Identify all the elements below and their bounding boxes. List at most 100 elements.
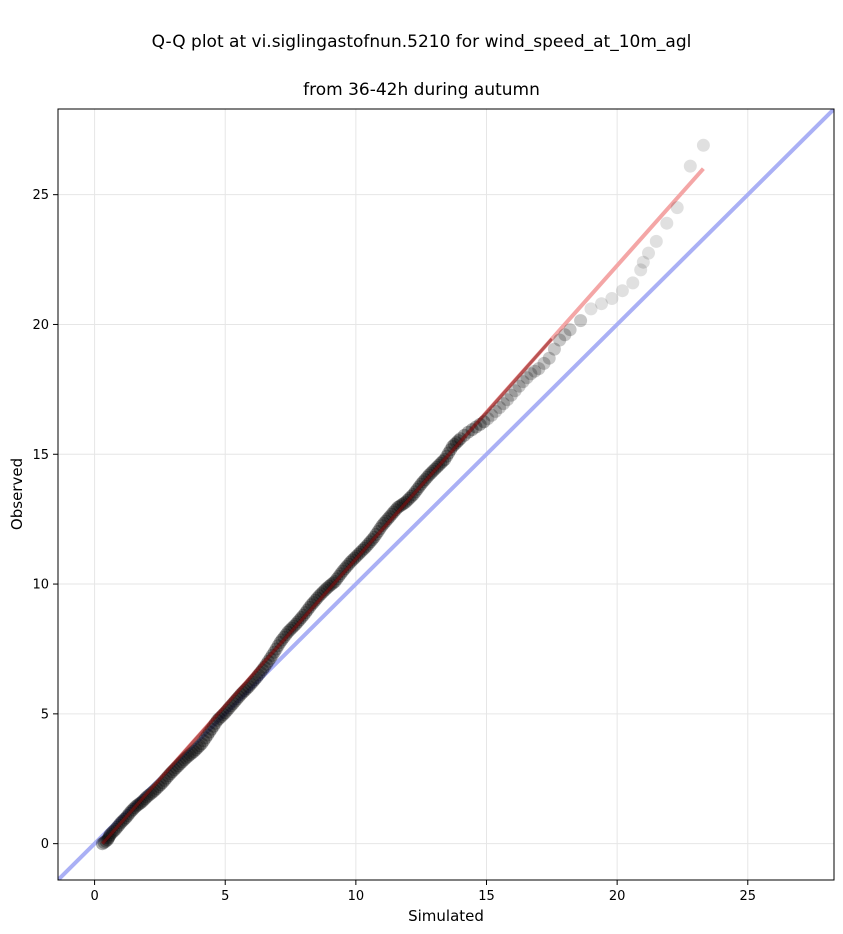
qq-point [524,367,538,381]
qq-point [451,434,465,448]
y-tick-label: 25 [32,188,49,203]
y-tick-label: 20 [32,318,49,333]
x-tick-label: 20 [609,889,626,904]
x-tick-label: 10 [348,889,365,904]
qq-point [532,362,546,376]
qq-point [140,790,154,804]
qq-point [636,255,650,269]
chart-title: Q-Q plot at vi.siglingastofnun.5210 for … [0,6,843,126]
qq-point [595,297,608,311]
qq-point [381,512,395,526]
qq-point [391,501,405,514]
qq-point [314,587,328,601]
qq-point [197,734,211,748]
qq-point [312,589,326,603]
qq-point [318,583,332,597]
qq-point [537,356,551,370]
qq-point [512,379,526,393]
x-tick-label: 0 [90,889,98,904]
qq-point [448,438,461,451]
qq-point [261,654,275,668]
qq-point [626,276,640,290]
qq-point [301,603,314,617]
qq-point [191,741,205,755]
qq-point [660,216,674,230]
identity-line [58,109,834,880]
qq-point [340,560,354,573]
qq-point [283,623,297,637]
qq-point [383,510,397,524]
qq-point [193,739,207,753]
qq-point [453,432,467,446]
qq-point [493,401,507,414]
plot-area [58,109,834,880]
qq-point [144,787,158,801]
qq-point [683,159,697,173]
qq-point [185,746,199,760]
qq-point [504,388,518,402]
qq-point [508,384,522,398]
qq-point [584,302,598,316]
qq-point [387,505,401,519]
y-tick-label: 15 [32,448,49,463]
qq-point [322,579,336,593]
axis-ticks: 0 5 10 15 20 25 0 5 10 15 20 25 [32,188,756,904]
qq-point [377,516,391,530]
qq-point [528,364,542,378]
qq-point [574,314,588,328]
qq-point [696,138,710,152]
x-tick-label: 25 [740,889,757,904]
plot-frame [57,108,835,881]
qq-point [136,793,150,807]
y-axis-label: Observed [8,458,26,530]
qq-point [201,728,215,742]
qq-point [379,514,393,528]
qq-point [375,519,389,533]
qq-point [279,628,293,642]
qq-point [308,593,322,607]
qq-point [469,420,483,434]
qq-point [395,498,409,512]
chart-title-line-1: Q-Q plot at vi.siglingastofnun.5210 for … [151,32,692,52]
qq-point [446,440,459,453]
qq-point [634,263,648,277]
y-tick-label: 0 [41,837,49,852]
qq-point [558,328,572,342]
qq-point [500,393,514,407]
qq-point [670,201,684,215]
qq-point [344,555,358,569]
qq-point [516,375,530,389]
grid [58,109,834,880]
qq-point [187,745,201,758]
qq-point [642,246,655,260]
qq-point [542,351,556,365]
qq-point [306,596,320,610]
qq-point [189,743,203,757]
qq-point [316,585,330,599]
qq-point [389,503,403,517]
qq-point [263,651,277,665]
qq-point [385,507,399,521]
y-tick-label: 5 [41,707,49,722]
qq-point [199,731,213,745]
qq-point [138,792,152,806]
fit-line-dense [101,337,553,845]
qq-point [605,292,619,305]
qq-point [489,404,503,418]
qq-point [497,397,510,411]
chart-title-line-2: from 36-42h during autumn [303,80,540,100]
qq-point [553,333,567,347]
qq-point [342,557,356,571]
qq-point [299,606,313,620]
qq-point [195,737,209,751]
qq-point [281,625,295,639]
qq-point [183,748,197,762]
qq-point [285,621,299,635]
x-tick-label: 15 [478,889,495,904]
qq-point [346,553,360,567]
qq-point [615,284,629,298]
qq-point [649,234,663,248]
qq-point [310,591,324,605]
qq-point [547,342,561,356]
